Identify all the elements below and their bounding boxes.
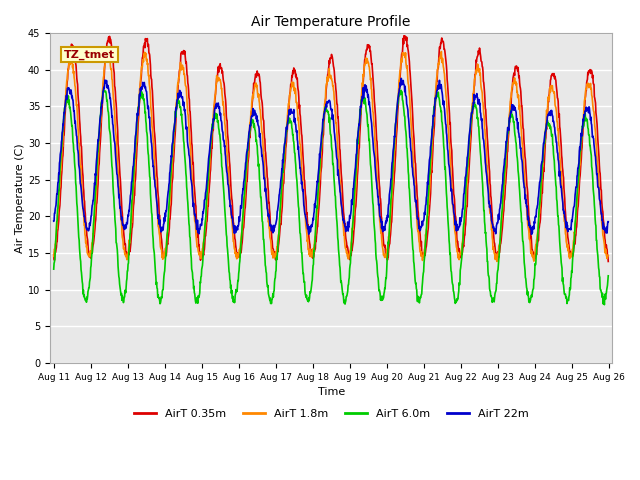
Line: AirT 6.0m: AirT 6.0m <box>54 90 608 305</box>
AirT 1.8m <box>417 249 425 254</box>
AirT 0.35m <box>400 33 408 38</box>
AirT 6.0m <box>417 291 425 297</box>
Line: AirT 22m: AirT 22m <box>54 78 608 234</box>
AirT 22m <box>160 221 168 227</box>
AirT 6.0m <box>50 266 58 272</box>
AirT 0.35m <box>604 259 612 264</box>
AirT 1.8m <box>105 48 113 54</box>
AirT 6.0m <box>600 302 608 308</box>
AirT 22m <box>528 231 536 237</box>
AirT 22m <box>173 97 181 103</box>
AirT 22m <box>417 224 425 230</box>
AirT 1.8m <box>540 158 547 164</box>
AirT 1.8m <box>490 248 498 253</box>
Text: TZ_tmet: TZ_tmet <box>64 49 115 60</box>
AirT 1.8m <box>236 247 243 252</box>
AirT 6.0m <box>173 100 181 106</box>
X-axis label: Time: Time <box>317 387 345 397</box>
AirT 22m <box>397 75 405 81</box>
Title: Air Temperature Profile: Air Temperature Profile <box>252 15 411 29</box>
Line: AirT 0.35m: AirT 0.35m <box>54 36 608 262</box>
AirT 22m <box>540 145 547 151</box>
AirT 1.8m <box>173 85 181 91</box>
AirT 0.35m <box>160 255 168 261</box>
AirT 22m <box>236 214 243 220</box>
AirT 6.0m <box>539 159 547 165</box>
AirT 1.8m <box>50 253 58 259</box>
AirT 22m <box>490 224 498 230</box>
AirT 6.0m <box>236 261 243 267</box>
AirT 0.35m <box>236 254 243 260</box>
AirT 6.0m <box>490 296 498 301</box>
Y-axis label: Air Temperature (C): Air Temperature (C) <box>15 143 25 253</box>
AirT 6.0m <box>100 87 108 93</box>
AirT 22m <box>50 218 58 224</box>
AirT 1.8m <box>160 250 168 255</box>
AirT 6.0m <box>604 273 612 279</box>
AirT 22m <box>604 219 612 225</box>
AirT 6.0m <box>160 274 168 279</box>
AirT 0.35m <box>173 102 181 108</box>
AirT 1.8m <box>604 252 612 258</box>
Legend: AirT 0.35m, AirT 1.8m, AirT 6.0m, AirT 22m: AirT 0.35m, AirT 1.8m, AirT 6.0m, AirT 2… <box>129 405 533 423</box>
AirT 1.8m <box>493 259 500 264</box>
AirT 0.35m <box>490 236 498 241</box>
AirT 0.35m <box>50 252 58 258</box>
AirT 0.35m <box>417 239 425 244</box>
Line: AirT 1.8m: AirT 1.8m <box>54 51 608 262</box>
AirT 0.35m <box>539 179 547 184</box>
